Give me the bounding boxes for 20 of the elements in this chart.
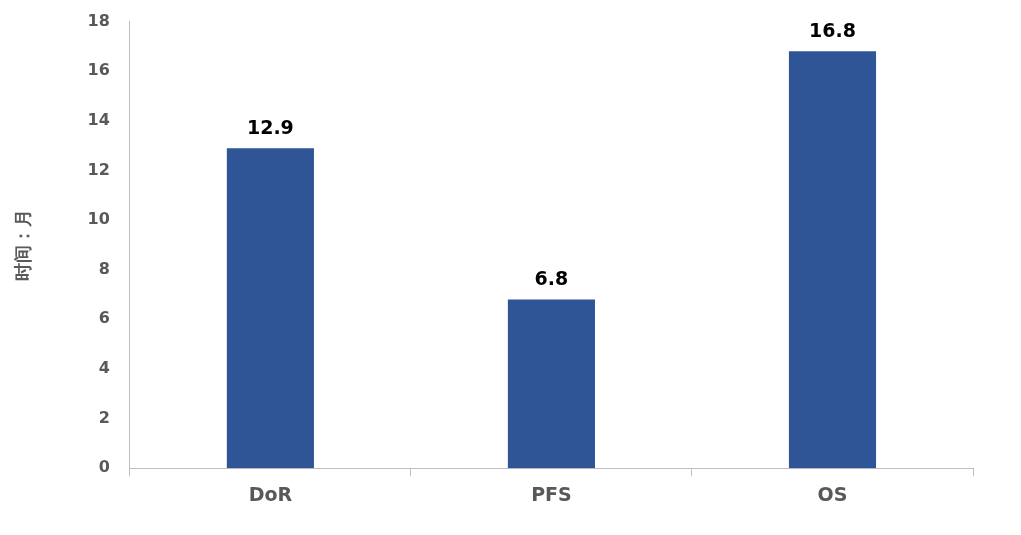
y-tick-label: 8 — [98, 258, 110, 278]
y-tick-label: 4 — [98, 358, 110, 378]
y-tick-label: 10 — [87, 209, 110, 229]
y-tick-label: 0 — [98, 457, 110, 477]
y-tick-label: 6 — [98, 308, 110, 328]
bar — [507, 299, 595, 469]
x-tick-label: PFS — [531, 482, 572, 505]
y-tick-label: 12 — [87, 159, 110, 179]
data-label: 6.8 — [534, 266, 569, 289]
x-tick-label: OS — [817, 482, 848, 505]
bar — [226, 148, 314, 469]
y-tick-label: 14 — [87, 110, 110, 129]
data-label: 16.8 — [809, 18, 856, 41]
y-tick-label: 16 — [87, 60, 110, 80]
y-tick-label: 2 — [98, 407, 110, 427]
x-tick-label: DoR — [248, 482, 293, 505]
y-tick-label: 18 — [87, 10, 110, 30]
bar — [788, 51, 877, 469]
y-axis-title: 时间：月 — [12, 208, 34, 281]
data-label: 12.9 — [246, 115, 294, 138]
